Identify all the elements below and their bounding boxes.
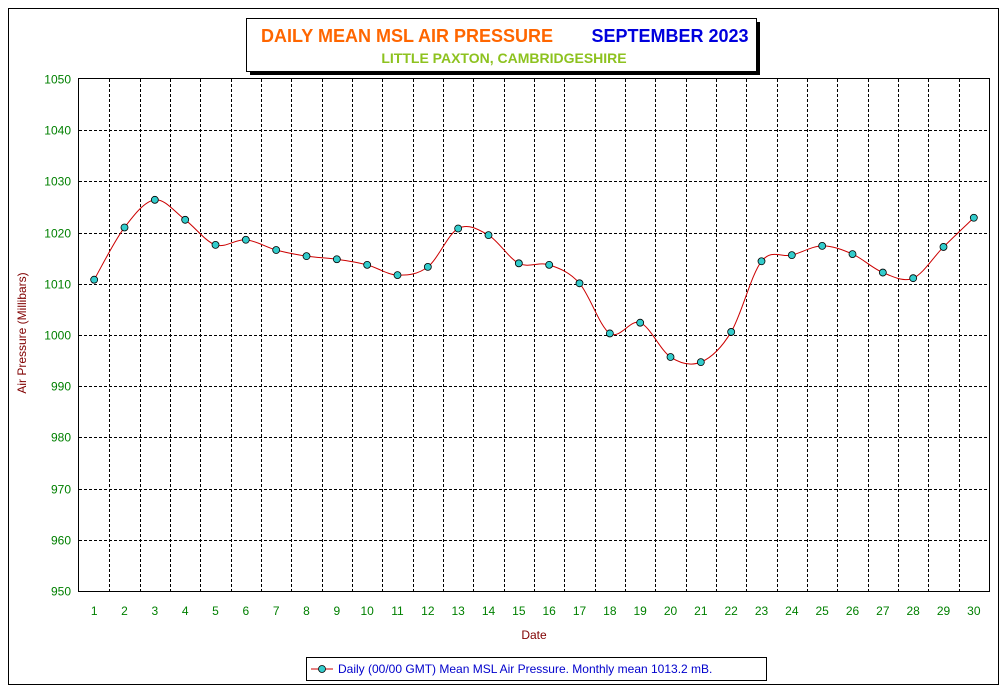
x-tick-label: 14	[482, 604, 496, 618]
x-tick-label: 25	[815, 604, 829, 618]
x-tick-label: 15	[512, 604, 526, 618]
data-point	[181, 215, 190, 224]
data-point	[969, 213, 978, 222]
y-tick-label: 1050	[44, 73, 71, 87]
x-tick-label: 23	[755, 604, 769, 618]
chart-title-month: SEPTEMBER 2023	[591, 26, 748, 46]
x-tick-label: 10	[360, 604, 374, 618]
x-tick-label: 21	[694, 604, 708, 618]
data-point	[423, 262, 432, 271]
legend-label: Daily (00/00 GMT) Mean MSL Air Pressure.…	[338, 662, 712, 676]
data-point	[332, 255, 341, 264]
x-tick-label: 20	[664, 604, 678, 618]
x-tick-label: 22	[724, 604, 738, 618]
data-point	[241, 235, 250, 244]
y-tick-label: 970	[51, 483, 71, 497]
data-point	[636, 318, 645, 327]
data-point	[363, 260, 372, 269]
y-tick-label: 990	[51, 380, 71, 394]
legend-marker-sample	[318, 665, 326, 673]
x-tick-label: 3	[151, 604, 158, 618]
x-tick-label: 30	[967, 604, 981, 618]
x-tick-label: 11	[391, 604, 404, 618]
data-point	[848, 250, 857, 259]
x-tick-label: 26	[846, 604, 860, 618]
x-axis-label: Date	[521, 628, 547, 642]
data-point	[909, 274, 918, 283]
title-box	[246, 18, 757, 72]
data-point	[484, 231, 493, 240]
y-tick-label: 950	[51, 585, 71, 599]
y-tick-label: 980	[51, 431, 71, 445]
legend-box	[306, 657, 767, 681]
x-tick-label: 12	[421, 604, 435, 618]
y-tick-label: 1000	[44, 329, 71, 343]
x-tick-label: 9	[333, 604, 340, 618]
data-point	[454, 224, 463, 233]
data-point	[211, 240, 220, 249]
x-tick-label: 8	[303, 604, 310, 618]
x-tick-label: 19	[633, 604, 647, 618]
y-tick-label: 1030	[44, 175, 71, 189]
data-point	[605, 329, 614, 338]
x-tick-label: 27	[876, 604, 890, 618]
data-point	[545, 260, 554, 269]
x-tick-label: 24	[785, 604, 799, 618]
x-tick-label: 16	[542, 604, 556, 618]
chart-title: DAILY MEAN MSL AIR PRESSURE	[261, 26, 553, 46]
data-point	[696, 358, 705, 367]
data-point	[393, 271, 402, 280]
y-tick-label: 1010	[44, 278, 71, 292]
y-tick-label: 1040	[44, 124, 71, 138]
data-point	[575, 279, 584, 288]
data-point	[514, 259, 523, 268]
y-tick-label: 1020	[44, 227, 71, 241]
x-tick-label: 18	[603, 604, 617, 618]
data-point	[878, 268, 887, 277]
series-markers	[90, 195, 978, 367]
y-tick-label: 960	[51, 534, 71, 548]
x-tick-label: 29	[937, 604, 951, 618]
x-tick-label: 7	[273, 604, 280, 618]
x-axis-ticks: 1 2 3 4 5 6 7 8 9 10 11 12 13 14 15 16 17 18 19 20 21 22 23 24 2…	[91, 604, 981, 618]
grid-lines	[79, 79, 989, 591]
x-tick-label: 4	[182, 604, 189, 618]
x-tick-label: 2	[121, 604, 128, 618]
data-point	[90, 275, 99, 284]
data-point	[302, 252, 311, 261]
x-tick-label: 17	[573, 604, 587, 618]
data-point	[150, 195, 159, 204]
x-tick-label: 5	[212, 604, 219, 618]
x-tick-label: 6	[242, 604, 249, 618]
data-point	[757, 257, 766, 266]
data-point	[272, 246, 281, 254]
x-tick-label: 13	[451, 604, 465, 618]
data-point	[818, 242, 827, 250]
data-point	[666, 353, 675, 361]
x-tick-label: 1	[91, 604, 98, 618]
data-point	[939, 243, 948, 251]
chart-subtitle: LITTLE PAXTON, CAMBRIDGESHIRE	[381, 50, 626, 66]
data-point	[120, 223, 129, 232]
y-axis-ticks: 950 960 970 980 990 1000 1010 1020 1030 1040 1050	[44, 73, 71, 599]
x-tick-label: 28	[906, 604, 920, 618]
data-point	[727, 328, 736, 336]
data-point	[787, 251, 796, 260]
y-axis-label: Air Pressure (Millibars)	[15, 272, 29, 393]
